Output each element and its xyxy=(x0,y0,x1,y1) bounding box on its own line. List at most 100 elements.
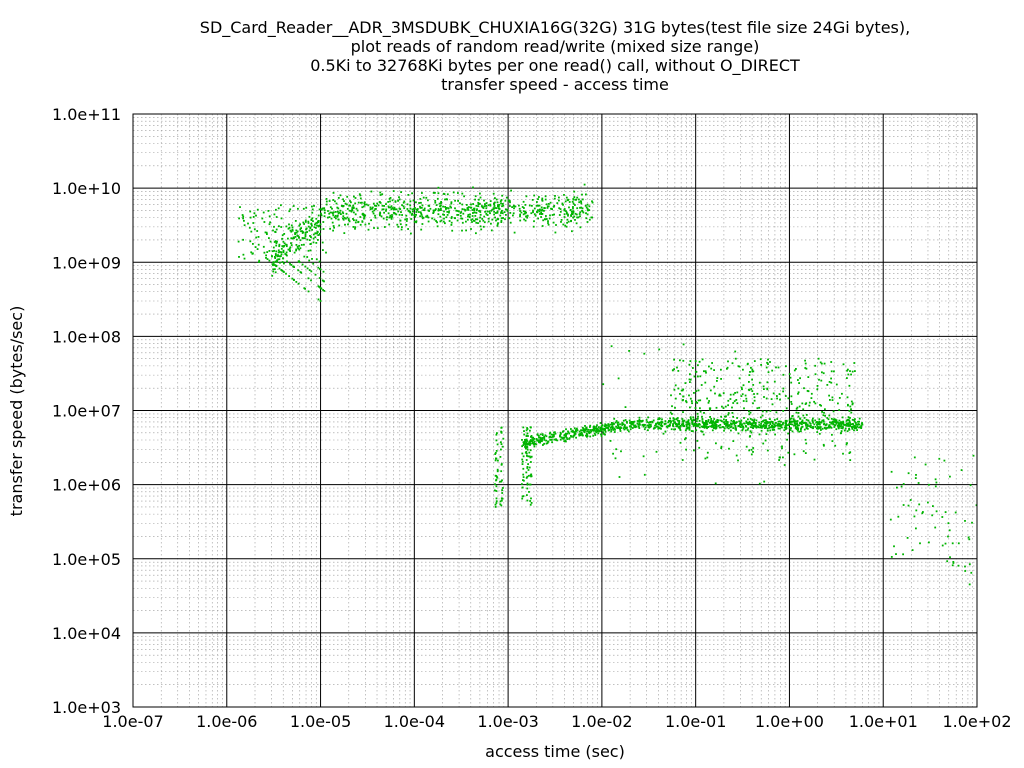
data-point xyxy=(649,423,652,426)
data-point xyxy=(278,225,280,228)
data-point xyxy=(771,421,774,423)
data-point xyxy=(621,424,624,426)
data-point xyxy=(297,269,300,272)
data-point xyxy=(734,392,736,394)
data-point xyxy=(792,418,795,420)
data-point xyxy=(499,214,502,217)
data-point xyxy=(619,423,621,426)
data-point xyxy=(674,423,677,426)
data-point xyxy=(730,425,733,428)
data-point xyxy=(605,426,608,429)
data-point xyxy=(398,196,400,199)
data-point xyxy=(321,241,324,244)
data-point xyxy=(539,438,542,440)
data-point xyxy=(490,209,493,212)
data-point xyxy=(537,209,539,211)
data-point xyxy=(747,418,749,421)
data-point xyxy=(444,222,446,225)
data-point xyxy=(362,205,365,208)
data-point xyxy=(521,452,524,455)
data-point xyxy=(695,425,697,427)
data-point xyxy=(568,206,570,209)
data-point xyxy=(705,420,707,423)
data-point xyxy=(317,266,320,269)
data-point xyxy=(457,192,459,194)
data-point xyxy=(813,423,816,426)
data-point xyxy=(239,206,241,208)
data-point xyxy=(801,421,804,423)
data-point xyxy=(690,419,693,422)
data-point xyxy=(299,247,302,250)
data-point xyxy=(684,429,687,432)
data-point xyxy=(689,378,692,381)
data-point xyxy=(523,210,525,213)
data-point xyxy=(397,199,399,202)
data-point xyxy=(704,457,707,460)
data-point xyxy=(271,263,274,266)
data-point xyxy=(755,419,758,422)
data-point xyxy=(303,223,305,225)
data-point xyxy=(715,406,718,409)
data-point xyxy=(559,210,562,213)
data-point xyxy=(574,429,577,431)
data-point xyxy=(341,205,344,207)
data-point xyxy=(256,230,259,232)
data-point xyxy=(617,425,620,428)
data-point xyxy=(753,396,756,399)
data-point xyxy=(460,217,462,220)
data-point xyxy=(562,430,564,433)
data-point xyxy=(615,425,617,428)
data-point xyxy=(750,453,753,456)
data-point xyxy=(242,217,244,220)
data-point xyxy=(689,373,691,376)
data-point xyxy=(707,419,710,421)
data-point xyxy=(398,213,401,216)
data-point xyxy=(553,433,555,436)
data-point xyxy=(752,425,755,428)
data-point xyxy=(421,204,424,207)
data-point xyxy=(693,375,696,378)
data-point xyxy=(555,224,557,226)
data-point xyxy=(379,211,381,214)
data-point xyxy=(413,214,416,216)
data-point xyxy=(755,426,758,429)
data-point xyxy=(297,247,299,250)
data-point xyxy=(527,469,530,471)
data-point xyxy=(686,423,689,426)
data-point xyxy=(482,219,485,222)
data-point xyxy=(273,241,276,243)
data-point xyxy=(549,439,552,441)
data-point xyxy=(274,231,277,233)
data-point xyxy=(298,248,301,251)
data-point xyxy=(530,426,532,429)
data-point xyxy=(828,394,830,397)
data-point xyxy=(786,424,789,427)
data-point xyxy=(692,423,695,426)
x-tick-label: 1.0e-07 xyxy=(102,712,163,731)
data-point xyxy=(688,363,691,366)
data-point xyxy=(533,440,536,443)
data-point xyxy=(681,459,684,461)
data-point xyxy=(789,376,792,379)
data-point xyxy=(555,438,557,441)
data-point xyxy=(258,259,261,262)
data-point xyxy=(500,448,502,451)
data-point xyxy=(798,430,801,433)
data-point xyxy=(575,213,578,216)
data-point xyxy=(796,420,799,422)
data-point xyxy=(702,433,705,436)
data-point xyxy=(355,219,358,222)
x-tick-label: 1.0e-04 xyxy=(384,712,445,731)
data-point xyxy=(437,186,440,189)
data-point xyxy=(573,427,576,430)
data-point xyxy=(718,426,721,429)
data-point xyxy=(582,428,585,431)
data-point xyxy=(801,419,804,422)
data-point xyxy=(290,242,292,244)
data-point xyxy=(467,213,470,216)
data-point xyxy=(266,233,268,235)
data-point xyxy=(774,422,777,424)
data-point xyxy=(790,417,793,420)
data-point xyxy=(964,520,966,522)
data-point xyxy=(742,426,744,428)
